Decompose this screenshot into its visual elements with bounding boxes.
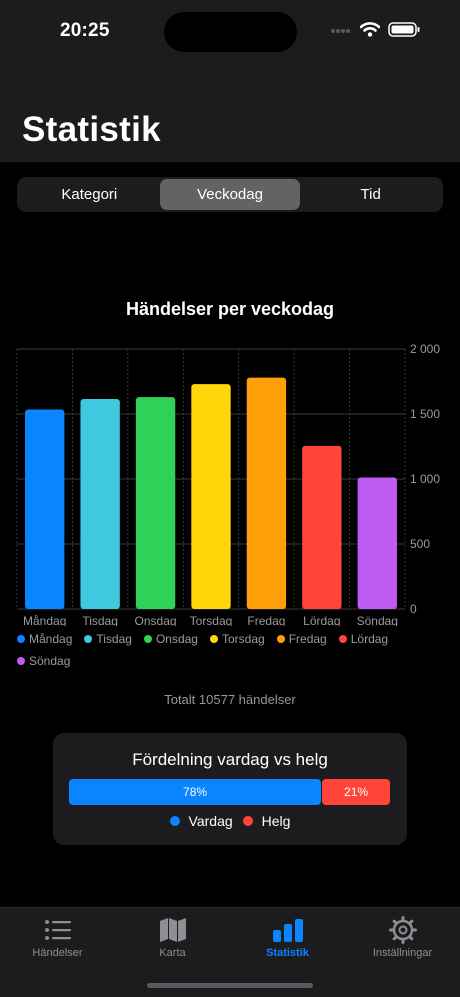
bar-onsdag	[135, 397, 176, 609]
legend-dot	[209, 635, 218, 643]
legend-item-tisdag: Tisdag	[84, 631, 132, 647]
legend-weekday: Vardag	[169, 813, 233, 829]
tab-label: Karta	[159, 947, 186, 959]
chart-title: Händelser per veckodag	[125, 299, 335, 319]
y-tick-label: 1 500	[410, 407, 440, 421]
navigation-header: 20:25 Statistik	[0, 0, 460, 162]
legend-item-söndag: Söndag	[17, 653, 70, 669]
x-tick-label: Onsdag	[135, 614, 177, 626]
segment-tid[interactable]: Tid	[360, 186, 381, 203]
bar-söndag	[357, 477, 397, 609]
y-tick-label: 0	[410, 602, 417, 616]
legend-label: Fredag	[288, 632, 327, 646]
weekday-bar-chart: 0 500 1 000 1 500 2 000 Måndag Tisdag Onsdag Tor…	[16, 342, 440, 626]
legend-dot	[143, 635, 152, 643]
bar-torsdag	[191, 384, 231, 609]
legend-item-måndag: Måndag	[17, 631, 72, 647]
bar-tisdag	[80, 399, 120, 609]
tab-handelser[interactable]: Händelser	[0, 908, 115, 968]
tab-label: Händelser	[32, 947, 83, 959]
total-events-text: Totalt 10577 händelser	[164, 692, 296, 707]
y-tick-label: 2 000	[410, 342, 440, 356]
legend-dot	[338, 635, 347, 643]
tab-statistik[interactable]: Statistik	[230, 908, 345, 968]
x-tick-label: Lördag	[303, 614, 340, 626]
legend-label: Onsdag	[155, 632, 198, 646]
map-icon	[159, 916, 187, 944]
x-tick-label: Tisdag	[82, 614, 118, 626]
legend-item-fredag: Fredag	[276, 631, 327, 647]
x-tick-label: Söndag	[357, 614, 398, 626]
gear-icon	[388, 916, 417, 944]
legend-label: Måndag	[29, 632, 73, 646]
y-tick-label: 1 000	[410, 472, 440, 486]
tab-label: Inställningar	[372, 947, 433, 959]
distribution-bar: 78% 21%	[69, 779, 390, 805]
legend-dot	[17, 635, 25, 643]
legend-weekend: Helg	[242, 813, 291, 829]
distribution-card: Fördelning vardag vs helg 78% 21% Vardag…	[53, 733, 407, 845]
weekend-share-segment: 21%	[322, 779, 390, 805]
weekday-share-segment: 78%	[69, 779, 322, 805]
segment-kategori[interactable]: Kategori	[61, 186, 118, 203]
legend-dot	[276, 635, 285, 643]
distribution-legend: Vardag Helg	[53, 813, 407, 829]
legend-item-onsdag: Onsdag	[143, 631, 198, 647]
legend-dot	[17, 657, 25, 665]
tab-karta[interactable]: Karta	[115, 908, 230, 968]
weekend-legend-dot	[242, 816, 253, 826]
battery-icon	[388, 22, 420, 37]
chart-legend: Måndag Tisdag Onsdag Torsdag Fredag Lördag Sön…	[17, 631, 427, 669]
legend-item-torsdag: Torsdag	[209, 631, 265, 647]
status-time: 20:25	[60, 20, 110, 41]
view-segmented-control: Kategori Veckodag Tid	[17, 177, 443, 212]
legend-label: Torsdag	[221, 632, 265, 646]
y-tick-label: 500	[410, 537, 430, 551]
distribution-title: Fördelning vardag vs helg	[132, 750, 328, 769]
tab-bar: Händelser Karta Statistik	[0, 907, 460, 997]
legend-label: Söndag	[29, 654, 71, 668]
wifi-icon	[360, 22, 380, 37]
weekend-legend-label: Helg	[261, 813, 291, 829]
status-icons	[330, 22, 420, 37]
page-title: Statistik	[22, 110, 161, 149]
legend-label: Lördag	[350, 632, 389, 646]
tab-label: Statistik	[266, 947, 309, 959]
home-indicator	[147, 983, 313, 988]
tab-installningar[interactable]: Inställningar	[345, 908, 460, 968]
x-tick-label: Torsdag	[190, 614, 233, 626]
bar-fredag	[246, 377, 287, 609]
x-tick-label: Fredag	[247, 614, 285, 626]
bar-måndag	[25, 409, 65, 609]
x-tick-label: Måndag	[23, 614, 66, 626]
dynamic-island	[164, 12, 297, 52]
cellular-signal-icon	[331, 28, 350, 33]
weekday-legend-dot	[169, 816, 180, 826]
list-icon	[44, 916, 72, 944]
legend-item-lördag: Lördag	[338, 631, 389, 647]
weekday-legend-label: Vardag	[188, 813, 233, 829]
segment-veckodag[interactable]: Veckodag	[159, 179, 301, 210]
bar-lördag	[302, 445, 342, 609]
legend-dot	[84, 635, 93, 643]
bar-chart-icon	[272, 916, 304, 944]
legend-label: Tisdag	[96, 632, 132, 646]
